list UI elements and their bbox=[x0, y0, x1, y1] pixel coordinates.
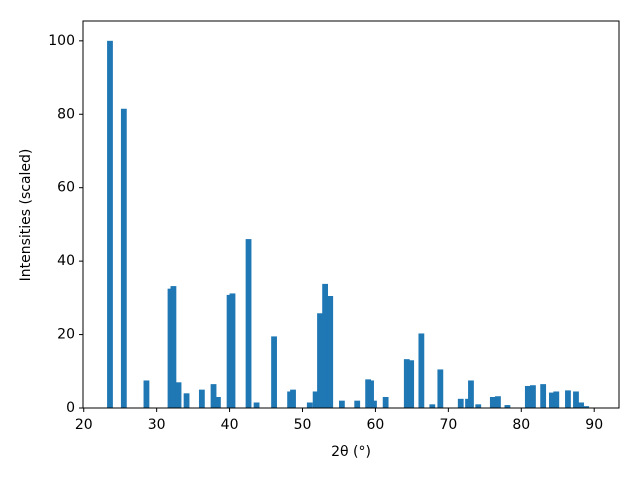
x-tick-label: 50 bbox=[294, 417, 312, 433]
bar bbox=[368, 380, 374, 408]
bar bbox=[553, 391, 560, 408]
bar bbox=[198, 389, 205, 408]
bar bbox=[354, 400, 361, 408]
bar bbox=[210, 384, 217, 408]
bar bbox=[540, 384, 547, 408]
bar bbox=[403, 359, 410, 408]
bar bbox=[107, 40, 113, 408]
y-axis-label: Intensities (scaled) bbox=[18, 149, 34, 282]
bar bbox=[578, 402, 584, 408]
bar bbox=[338, 400, 345, 408]
y-tick-label: 0 bbox=[66, 400, 75, 416]
x-axis-label: 2θ (°) bbox=[331, 444, 371, 460]
bar bbox=[504, 405, 511, 408]
bar bbox=[583, 406, 590, 408]
bar bbox=[530, 385, 536, 408]
bar bbox=[253, 402, 260, 408]
bar bbox=[468, 380, 474, 408]
plot-frame bbox=[82, 20, 620, 409]
bar bbox=[408, 360, 415, 408]
x-tick-label: 70 bbox=[439, 417, 457, 433]
bar bbox=[371, 400, 377, 408]
bar bbox=[465, 398, 471, 408]
bar bbox=[120, 108, 127, 408]
bar bbox=[215, 396, 221, 408]
bar bbox=[382, 396, 389, 408]
bar bbox=[457, 398, 464, 408]
bar bbox=[365, 379, 372, 408]
x-tick-label: 30 bbox=[148, 417, 166, 433]
bar bbox=[327, 296, 334, 408]
bar bbox=[495, 396, 501, 408]
bar bbox=[170, 286, 177, 408]
bar bbox=[183, 393, 190, 408]
bar bbox=[226, 294, 233, 408]
bar bbox=[437, 369, 444, 408]
bar bbox=[287, 391, 294, 408]
bar bbox=[565, 390, 571, 408]
x-tick-label: 60 bbox=[367, 417, 385, 433]
bar bbox=[317, 313, 323, 408]
y-tick-label: 100 bbox=[48, 33, 75, 49]
y-tick-label: 60 bbox=[57, 180, 75, 196]
x-tick-label: 80 bbox=[512, 417, 530, 433]
y-tick-label: 20 bbox=[57, 327, 75, 343]
bar bbox=[306, 402, 313, 408]
bar bbox=[489, 396, 496, 408]
bar bbox=[229, 293, 236, 408]
bar bbox=[167, 288, 174, 408]
bar bbox=[245, 239, 252, 408]
bar bbox=[524, 385, 531, 408]
bar bbox=[312, 391, 319, 408]
x-tick-label: 20 bbox=[75, 417, 93, 433]
bar bbox=[429, 404, 436, 408]
bar bbox=[475, 404, 482, 408]
bar bbox=[322, 283, 329, 408]
x-tick-label: 40 bbox=[221, 417, 239, 433]
bar bbox=[290, 389, 296, 408]
y-tick-label: 80 bbox=[57, 106, 75, 122]
bar bbox=[418, 333, 425, 408]
bar bbox=[549, 392, 555, 408]
bar bbox=[271, 336, 277, 408]
bar bbox=[175, 382, 182, 408]
bar bbox=[143, 380, 150, 408]
x-tick-label: 90 bbox=[585, 417, 603, 433]
bar bbox=[573, 391, 579, 408]
y-tick-label: 40 bbox=[57, 253, 75, 269]
